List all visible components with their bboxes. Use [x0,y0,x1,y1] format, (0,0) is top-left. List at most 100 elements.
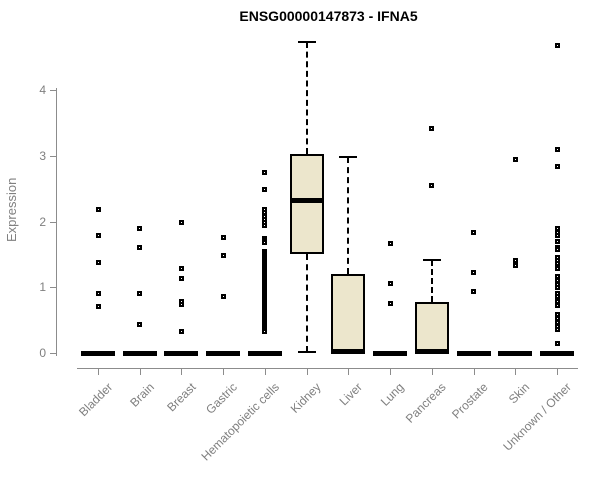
outlier-point [554,265,560,271]
y-axis-tick [50,155,56,157]
outlier-point [554,327,560,333]
collapsed-box-lung [373,350,408,356]
outlier-point [429,182,435,188]
x-axis-tick [515,369,517,375]
x-tick-label: Bladder [75,380,115,420]
box-liver [331,274,366,353]
median-line [414,349,449,355]
outlier-point [262,329,268,335]
outlier-point [554,261,560,267]
outlier-point [512,258,518,264]
x-tick-label: Lung [378,380,408,409]
x-tick-label: Gastric [203,380,241,417]
collapsed-box-bladder [81,350,115,356]
outlier-point [554,302,560,308]
x-tick-label: Prostate [448,380,491,422]
y-tick-label: 1 [39,280,46,295]
upper-whisker-cap [422,259,441,262]
outlier-point [387,240,393,246]
outlier-point [95,206,101,212]
x-axis-tick [139,369,141,375]
outlier-point [137,225,143,231]
outlier-point [262,187,268,193]
box-kidney [289,154,324,254]
upper-whisker-cap [339,156,358,159]
outlier-point [137,290,143,296]
outlier-point [95,233,101,239]
y-tick-label: 2 [39,214,46,229]
collapsed-box-brain [122,350,157,356]
outlier-point [387,280,393,286]
outlier-point [178,219,184,225]
outlier-point [95,259,101,265]
x-axis-tick [557,369,559,375]
collapsed-box-gastric [206,350,241,356]
outlier-point [554,146,560,152]
outlier-point [220,293,226,299]
y-tick-label: 4 [39,83,46,97]
outlier-point [471,230,477,236]
outlier-point [262,222,268,228]
x-axis-tick [98,369,99,375]
outlier-point [262,170,268,176]
upper-whisker [305,42,308,155]
outlier-point [554,293,560,299]
lower-whisker-cap [297,350,316,353]
y-axis-tick [50,287,56,289]
outlier-point [512,263,518,269]
chart-title: ENSG00000147873 - IFNA5 [239,8,418,24]
outlier-point [471,289,477,295]
outlier-point [178,275,184,281]
x-tick-label: Skin [505,380,533,407]
x-axis-tick [431,369,433,375]
collapsed-box-prostate [456,350,491,356]
x-axis [77,368,578,369]
x-axis-tick [390,369,392,375]
lower-whisker [305,253,308,352]
outlier-point [554,238,560,244]
upper-whisker [347,157,350,275]
outlier-point [95,303,101,309]
collapsed-box-breast [164,350,199,356]
collapsed-box-hematopoietic-cells [247,350,282,356]
outlier-point [554,163,560,169]
outlier-point [137,244,143,250]
outlier-point [262,240,268,246]
outlier-point [512,157,518,163]
x-axis-tick [223,369,225,375]
x-tick-label: Kidney [287,380,324,416]
outlier-point [429,126,435,132]
y-axis-tick [50,221,56,223]
x-tick-label: Hematopoietic cells [198,380,282,464]
outlier-point [554,340,560,346]
outlier-point [220,234,226,240]
outlier-point [220,253,226,259]
x-tick-label: Brain [126,380,157,410]
x-axis-tick [264,369,266,375]
x-axis-tick [306,369,308,375]
outlier-point [471,270,477,276]
outlier-point [554,232,560,238]
y-axis [56,88,57,356]
y-tick-label: 0 [39,346,46,360]
x-axis-tick [181,369,183,375]
outlier-point [178,266,184,272]
median-line [289,197,324,203]
outlier-point [387,300,393,306]
outlier-point [137,321,143,327]
collapsed-box-unknown-other [540,350,575,356]
y-tick-label: 3 [39,148,46,163]
median-line [331,349,366,355]
x-tick-label: Liver [336,380,366,409]
y-axis-tick [50,90,56,91]
outlier-point [554,42,560,48]
x-tick-label: Pancreas [402,380,449,426]
collapsed-box-skin [498,350,533,356]
outlier-point [95,290,101,296]
outlier-point [554,247,560,253]
outlier-point [178,329,184,335]
box-pancreas [414,302,449,353]
x-axis-tick [473,369,475,375]
upper-whisker [430,260,433,303]
